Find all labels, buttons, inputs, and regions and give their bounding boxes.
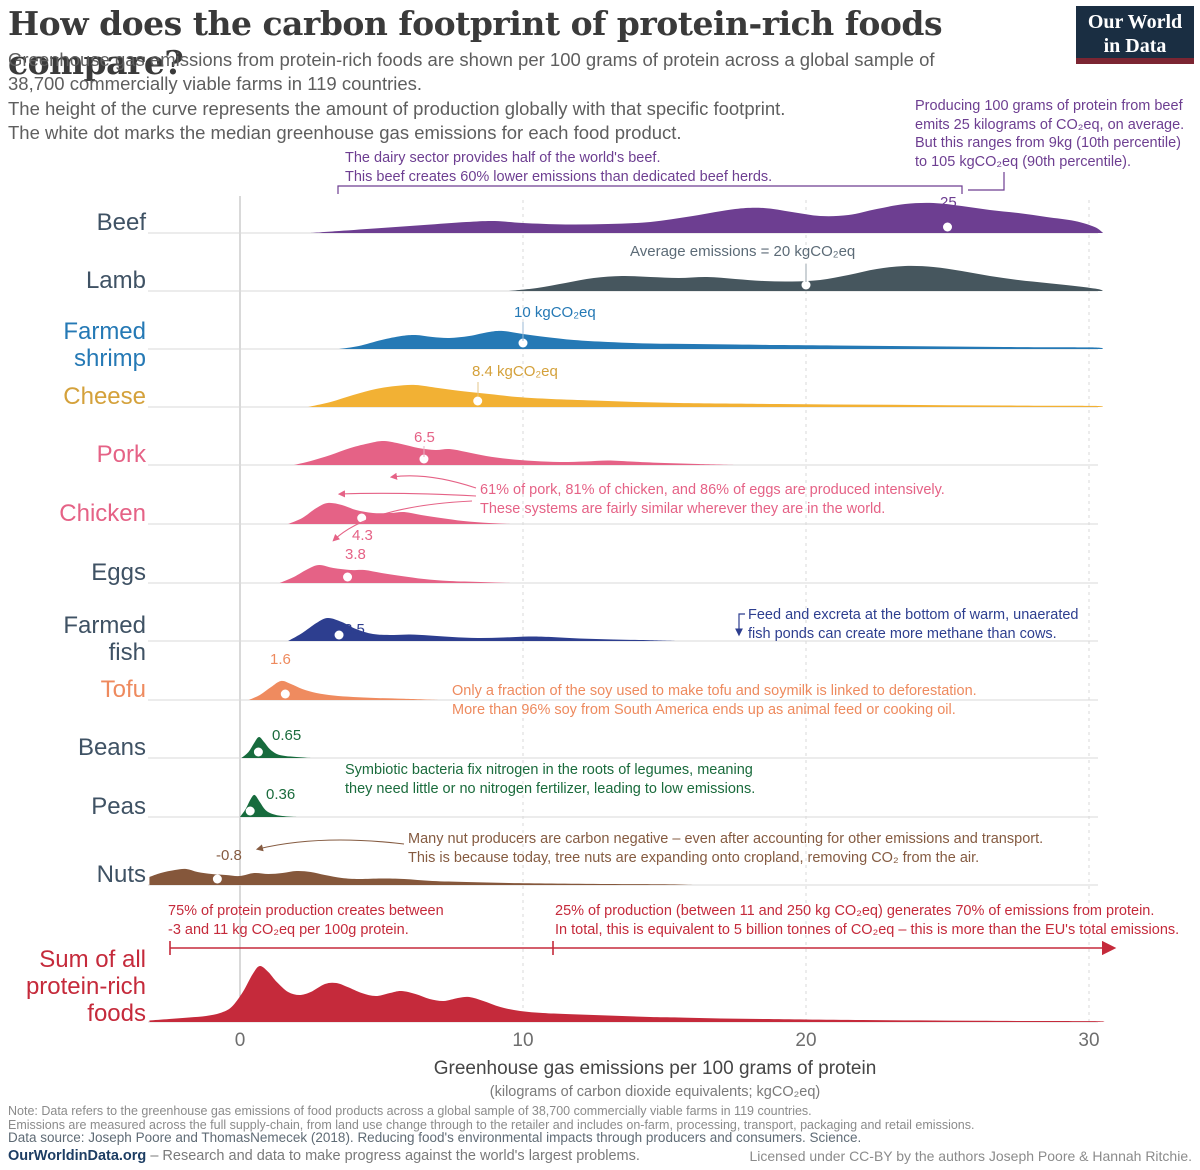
row-label-nuts: Nuts	[96, 861, 146, 888]
x-tick-20: 20	[795, 1030, 817, 1051]
density-nuts	[149, 868, 693, 885]
row-label-beans: Beans	[77, 734, 146, 761]
density-tofu	[248, 680, 439, 700]
footnote-2: Emissions are measured across the full s…	[8, 1118, 975, 1132]
arrow-to-nuts	[255, 839, 405, 852]
median-dot-chicken	[357, 513, 367, 523]
arrow-to-chicken	[337, 490, 477, 498]
x-tick-10: 10	[512, 1030, 534, 1051]
sum-75pct-note: 75% of protein production creates betwee…	[168, 903, 444, 938]
density-shrimp	[339, 330, 1104, 349]
x-tick-0: 0	[234, 1030, 246, 1051]
subtitle-primary: Greenhouse gas emissions from protein-ri…	[8, 49, 935, 94]
subtitle-secondary: The height of the curve represents the a…	[8, 98, 786, 143]
license-text: Licensed under CC-BY by the authors Jose…	[749, 1148, 1192, 1164]
owid-footer-line: OurWorldinData.org – Research and data t…	[8, 1148, 640, 1164]
owid-logo-line2: in Data	[1103, 35, 1167, 57]
chicken-median-label: 4.3	[352, 527, 373, 544]
dairy-bracket	[337, 185, 963, 194]
median-dot-nuts	[212, 874, 222, 884]
fish-median-label: 3.5	[344, 621, 365, 638]
median-dot-eggs	[343, 572, 353, 582]
arrow-to-eggs	[332, 500, 473, 542]
row-label-sum: Sum of all protein-rich foods	[25, 946, 146, 1027]
density-cheese	[307, 384, 1104, 407]
median-dot-beef	[943, 222, 952, 232]
median-dot-lamb	[801, 280, 811, 290]
beef-range-note: Producing 100 grams of protein from beef…	[915, 98, 1185, 170]
median-dot-peas	[245, 806, 255, 816]
row-label-peas: Peas	[91, 793, 146, 820]
density-lamb	[508, 265, 1104, 291]
peas-median-label: 0.36	[266, 786, 296, 803]
shrimp-median-label: 10 kgCO₂eq	[514, 304, 596, 321]
arrow-to-fish	[735, 613, 745, 637]
median-dot-fish	[334, 630, 344, 640]
density-chicken	[288, 502, 512, 524]
lamb-median-label: Average emissions = 20 kgCO₂eq	[630, 243, 856, 260]
owid-link[interactable]: OurWorldinData.org	[8, 1148, 147, 1164]
tofu-median-label: 1.6	[270, 651, 291, 668]
row-label-pork: Pork	[96, 441, 146, 468]
median-dot-beans	[253, 747, 263, 757]
sum-25pct-note: 25% of production (between 11 and 250 kg…	[555, 903, 1180, 938]
page-title: How does the carbon footprint of protein…	[8, 4, 943, 82]
x-tick-30: 30	[1078, 1030, 1100, 1051]
row-label-cheese: Cheese	[63, 383, 146, 410]
fish-ponds-note: Feed and excreta at the bottom of warm, …	[748, 607, 1079, 642]
median-dot-tofu	[280, 689, 290, 699]
owid-tagline: – Research and data to make progress aga…	[146, 1148, 640, 1164]
beans-median-label: 0.65	[272, 727, 302, 744]
arrow-to-pork	[389, 472, 477, 489]
beef-range-connector	[968, 172, 1005, 191]
pork-median-label: 6.5	[414, 429, 435, 446]
beef-median-label: 25	[940, 194, 957, 211]
eggs-median-label: 3.8	[345, 546, 366, 563]
owid-logo-line1: Our World	[1087, 11, 1183, 33]
median-dot-shrimp	[518, 338, 528, 348]
legumes-nitrogen-note: Symbiotic bacteria fix nitrogen in the r…	[345, 762, 756, 797]
x-axis-subtitle: (kilograms of carbon dioxide equivalents…	[489, 1084, 821, 1100]
tofu-soy-note: Only a fraction of the soy used to make …	[452, 683, 977, 718]
nuts-median-label: -0.8	[216, 847, 242, 864]
nuts-carbon-negative-note: Many nut producers are carbon negative –…	[408, 831, 1044, 866]
density-beef	[310, 202, 1104, 233]
row-label-shrimp: Farmed shrimp	[63, 318, 146, 372]
density-fish	[288, 617, 679, 641]
dairy-beef-note: The dairy sector provides half of the wo…	[345, 150, 773, 185]
median-dot-cheese	[473, 396, 483, 406]
row-label-beef: Beef	[96, 209, 146, 236]
density-pork	[293, 440, 736, 465]
row-label-chicken: Chicken	[59, 500, 146, 527]
row-label-tofu: Tofu	[100, 676, 146, 703]
footnote-1: Note: Data refers to the greenhouse gas …	[8, 1104, 812, 1118]
data-source-line: Data source: Joseph Poore and ThomasNeme…	[8, 1130, 862, 1145]
intensive-production-note: 61% of pork, 81% of chicken, and 86% of …	[480, 482, 945, 517]
density-sum	[149, 965, 1105, 1022]
density-eggs	[279, 564, 512, 583]
row-label-eggs: Eggs	[91, 559, 146, 586]
row-label-fish: Farmed fish	[63, 612, 146, 666]
owid-logo: Our World in Data	[1076, 6, 1194, 64]
median-dot-pork	[419, 454, 429, 464]
x-axis-title: Greenhouse gas emissions per 100 grams o…	[433, 1058, 877, 1079]
cheese-median-label: 8.4 kgCO₂eq	[472, 363, 558, 380]
row-label-lamb: Lamb	[85, 267, 146, 294]
